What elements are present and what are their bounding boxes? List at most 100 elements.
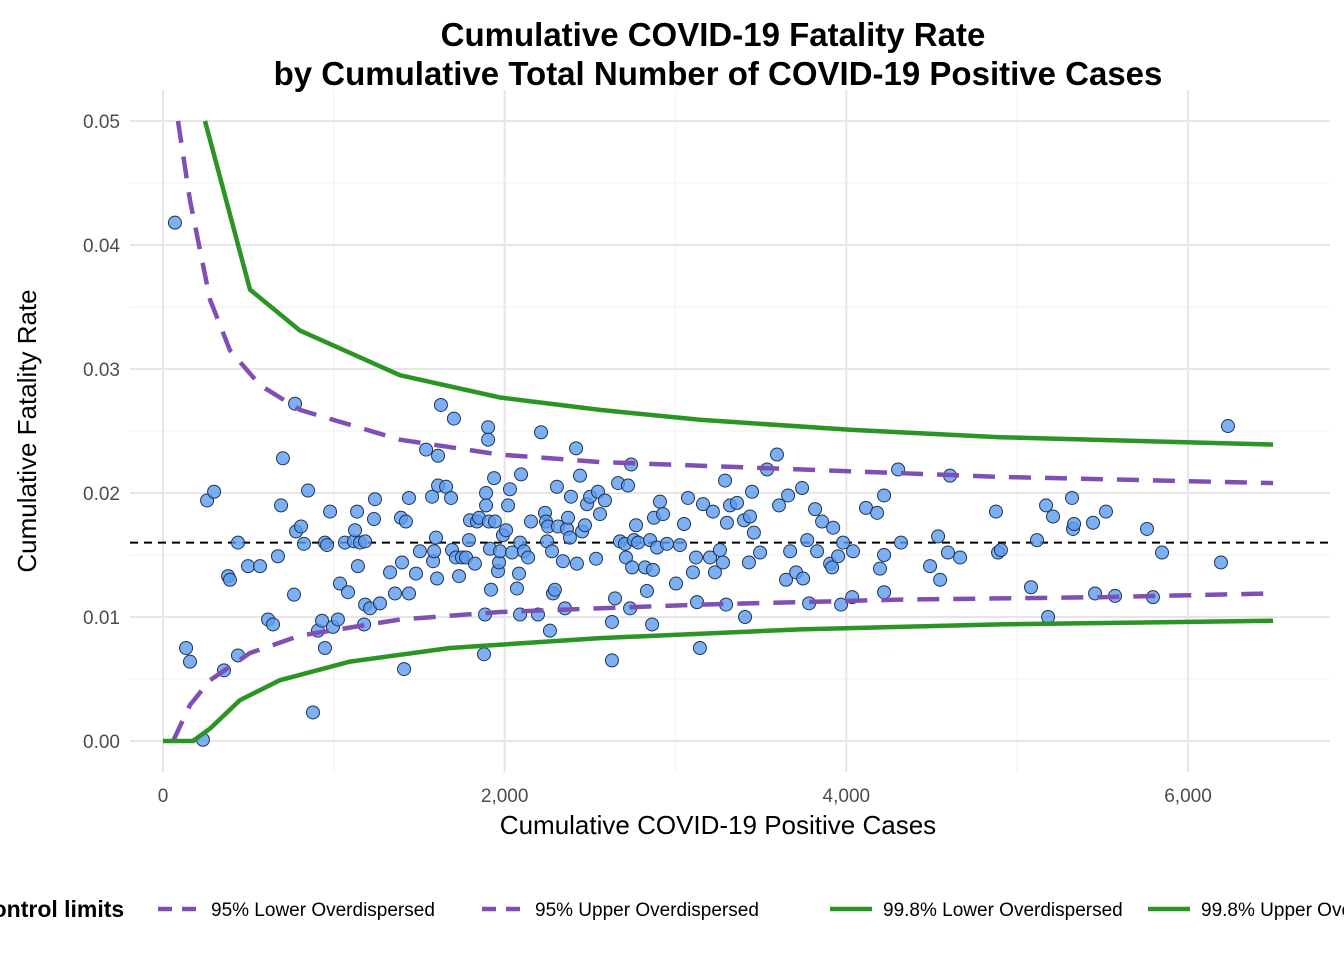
data-point <box>625 560 640 575</box>
data-point <box>509 581 524 596</box>
data-point <box>730 495 744 510</box>
data-point <box>872 561 887 576</box>
data-point <box>988 504 1003 519</box>
data-point <box>266 617 281 632</box>
data-point <box>738 610 753 624</box>
data-point <box>320 538 334 553</box>
data-point <box>769 447 784 462</box>
data-point <box>487 514 502 529</box>
control-limit-99-8-upper-overdispersed <box>202 120 1274 447</box>
data-point <box>287 587 302 602</box>
data-point <box>430 571 445 586</box>
legend-label: 95% Lower Overdispersed <box>211 900 435 921</box>
data-point <box>753 545 768 560</box>
data-point <box>604 653 619 668</box>
data-point <box>1065 490 1080 505</box>
data-point <box>1086 515 1101 530</box>
data-point <box>940 545 955 560</box>
y-tick-label: 0.03 <box>83 360 120 381</box>
data-point <box>1067 517 1082 531</box>
data-point <box>563 489 578 504</box>
data-point <box>394 555 409 570</box>
data-point <box>746 525 761 540</box>
y-tick-label: 0.02 <box>83 484 120 505</box>
data-point <box>836 535 851 550</box>
data-point <box>1213 555 1228 570</box>
data-point <box>877 488 892 503</box>
legend-label: 95% Upper Overdispersed <box>535 900 759 921</box>
y-axis-label: Cumulative Fatality Rate <box>12 289 42 572</box>
data-point <box>514 467 529 482</box>
x-tick-label: 6,000 <box>1164 786 1212 807</box>
data-point <box>672 538 687 553</box>
data-point <box>561 510 576 525</box>
data-point <box>993 543 1008 558</box>
data-point <box>397 662 412 677</box>
data-point <box>877 585 892 600</box>
data-point <box>810 544 825 559</box>
data-point <box>501 498 516 513</box>
data-point <box>923 559 938 574</box>
data-point <box>487 471 502 486</box>
data-point <box>845 544 860 559</box>
data-point <box>512 566 527 581</box>
data-point <box>825 560 840 575</box>
data-point <box>808 502 823 517</box>
data-point <box>696 497 711 512</box>
x-tick-label: 2,000 <box>481 786 529 807</box>
data-point <box>428 530 443 545</box>
data-point <box>742 509 757 524</box>
data-point <box>707 565 722 580</box>
data-point <box>659 536 674 551</box>
x-tick-label: 0 <box>158 786 169 807</box>
data-point <box>796 571 811 586</box>
data-point <box>680 490 695 505</box>
data-point <box>592 507 607 522</box>
data-point <box>795 481 810 496</box>
data-point <box>222 572 237 587</box>
data-point <box>629 518 644 533</box>
data-point <box>953 550 968 565</box>
data-point <box>705 504 720 519</box>
y-tick-labels: 0.00 0.01 0.02 0.03 0.04 0.05 <box>83 112 120 753</box>
data-point <box>534 425 549 440</box>
data-point <box>604 614 619 629</box>
data-point <box>398 514 413 529</box>
data-point <box>323 504 338 519</box>
data-point <box>542 623 557 638</box>
data-point <box>493 544 508 559</box>
data-point <box>358 534 373 549</box>
data-points <box>167 215 1235 747</box>
data-point <box>275 451 290 466</box>
data-point <box>1046 509 1061 524</box>
data-point <box>350 504 365 519</box>
data-point <box>179 641 194 655</box>
legend-label: 99.8% Lower Overdispersed <box>883 900 1123 921</box>
data-point <box>446 411 461 426</box>
data-point <box>332 576 347 591</box>
data-point <box>677 517 692 531</box>
data-point <box>718 473 733 488</box>
data-point <box>569 441 584 456</box>
legend-title: Control limits <box>0 896 124 922</box>
data-point <box>689 550 703 565</box>
data-point <box>523 514 538 529</box>
data-point <box>569 556 584 571</box>
data-point <box>317 641 332 655</box>
data-point <box>305 705 320 720</box>
data-point <box>348 523 363 538</box>
data-point <box>521 550 536 565</box>
data-point <box>479 498 494 513</box>
data-point <box>544 544 559 559</box>
data-point <box>741 555 756 570</box>
data-point <box>639 583 654 598</box>
data-point <box>831 549 846 564</box>
grid-lines <box>130 90 1330 772</box>
data-point <box>431 448 446 463</box>
data-point <box>783 544 798 559</box>
data-point <box>577 518 592 533</box>
data-point <box>645 617 660 632</box>
data-point <box>834 597 849 612</box>
data-point <box>383 565 398 580</box>
